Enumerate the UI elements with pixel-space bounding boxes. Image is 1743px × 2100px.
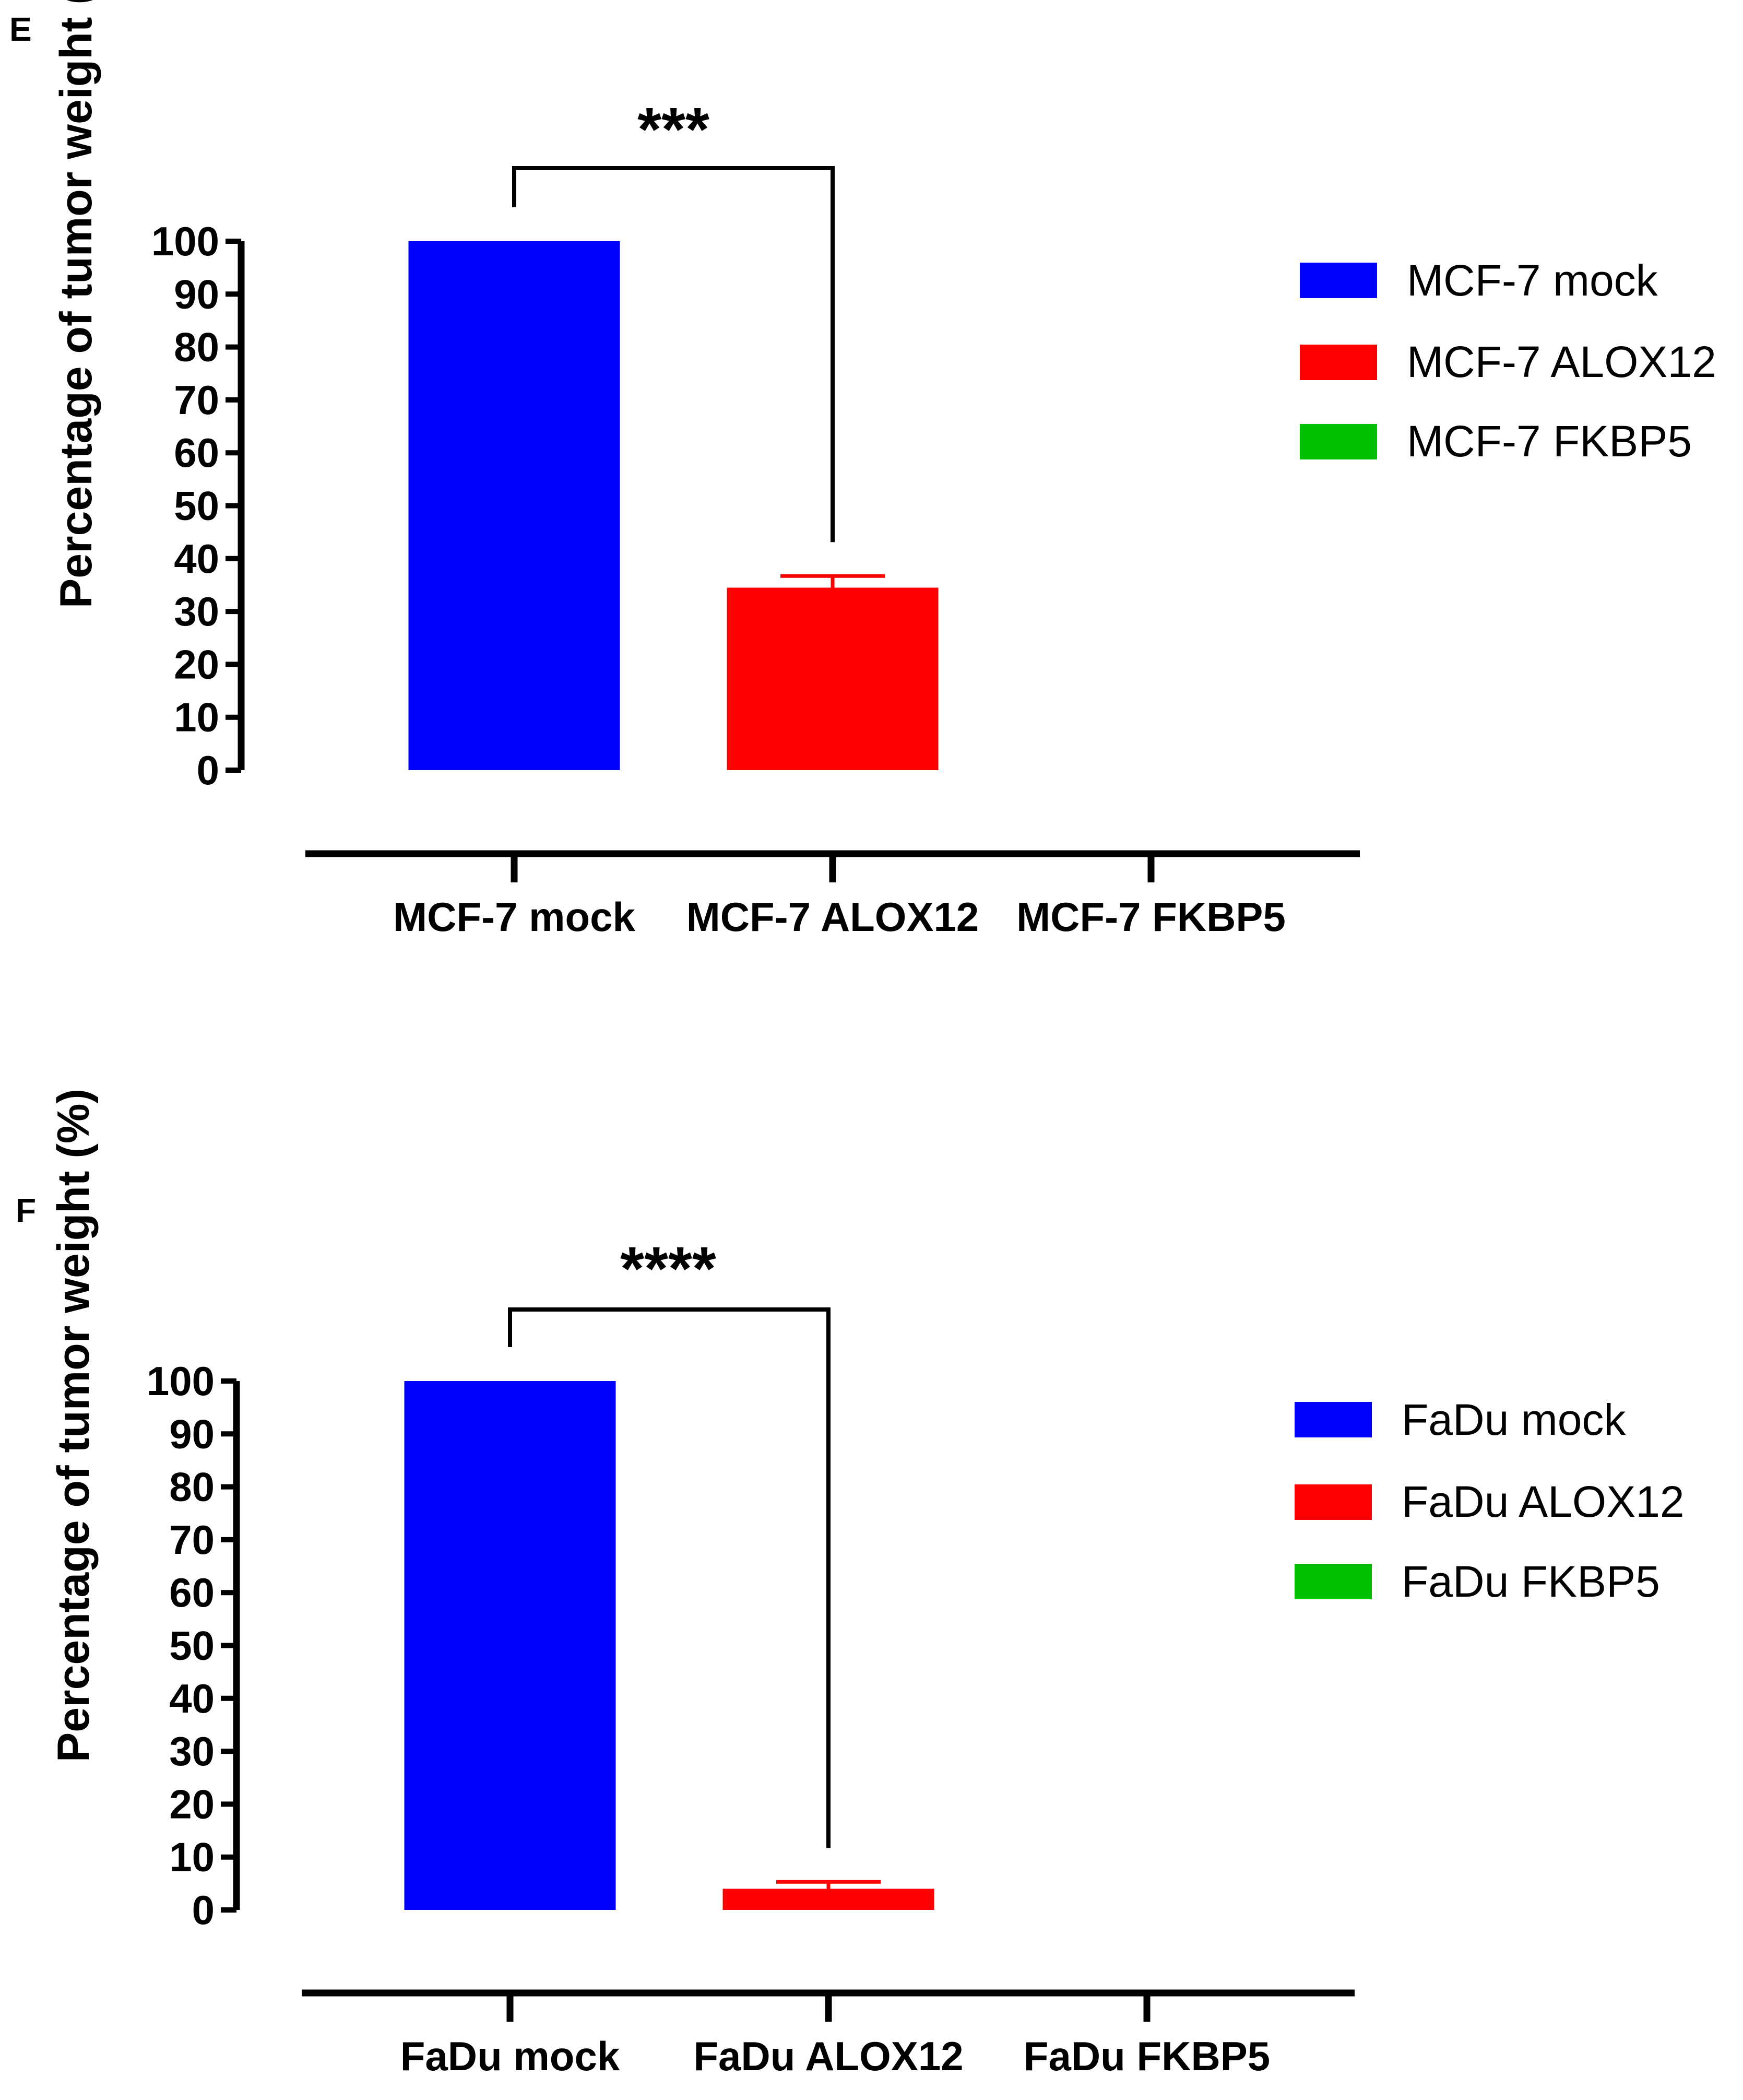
y-tick-label: 50	[169, 1623, 215, 1669]
y-tick-label: 70	[169, 1517, 215, 1563]
panel-label: F	[16, 1191, 36, 1229]
x-tick-label: FaDu FKBP5	[1024, 2033, 1270, 2079]
legend-swatch	[1295, 1564, 1372, 1599]
y-tick-label: 20	[169, 1781, 215, 1827]
chart-panel-f: F Percentage of tumor weight (%) 0 10 20 30…	[16, 1089, 1685, 2079]
legend: FaDu mock FaDu ALOX12 FaDu FKBP5	[1295, 1395, 1685, 1606]
legend-label: FaDu FKBP5	[1402, 1557, 1660, 1606]
bars	[404, 1381, 934, 1910]
bar	[404, 1381, 616, 1910]
x-tick-label: FaDu ALOX12	[693, 2033, 963, 2079]
legend-swatch	[1300, 424, 1377, 459]
y-tick-label: 10	[169, 1834, 215, 1880]
x-axis-ticks	[511, 854, 1155, 882]
y-tick-label: 90	[174, 271, 219, 317]
bar	[722, 1889, 934, 1910]
significance-label: ***	[637, 95, 709, 164]
y-axis-label: Percentage of tumor weight (%)	[51, 0, 101, 608]
legend-label: FaDu ALOX12	[1402, 1477, 1685, 1526]
y-tick-label: 100	[147, 1358, 215, 1404]
significance-line	[508, 1307, 831, 1848]
y-tick-label: 0	[197, 747, 219, 793]
legend: MCF-7 mock MCF-7 ALOX12 MCF-7 FKBP5	[1300, 256, 1716, 466]
legend-swatch	[1295, 1484, 1372, 1520]
y-tick-label: 10	[174, 694, 219, 740]
y-tick-label: 40	[169, 1676, 215, 1721]
bar	[408, 241, 620, 770]
y-tick-label: 30	[169, 1728, 215, 1774]
x-axis-ticks	[506, 1993, 1151, 2022]
bars	[408, 241, 939, 770]
x-tick-label: MCF-7 FKBP5	[1016, 894, 1286, 940]
y-tick-label: 100	[151, 218, 219, 264]
legend-swatch	[1295, 1402, 1372, 1437]
y-tick-label: 70	[174, 377, 219, 423]
y-tick-label: 20	[174, 641, 219, 687]
y-tick-label: 50	[174, 483, 219, 529]
y-tick-label: 80	[174, 324, 219, 370]
bar	[727, 587, 939, 770]
y-tick-label: 80	[169, 1464, 215, 1510]
y-tick-label: 60	[174, 430, 219, 476]
legend-swatch	[1300, 263, 1377, 298]
legend-label: FaDu mock	[1402, 1395, 1626, 1444]
legend-label: MCF-7 mock	[1407, 256, 1658, 305]
y-axis-ticks: 0 10 20 30 40 50 60 70 80 90 100	[147, 1358, 236, 1933]
y-axis-label: Percentage of tumor weight (%)	[49, 1089, 99, 1762]
y-axis-ticks: 0 10 20 30 40 50 60 70 80 90 100	[151, 218, 241, 793]
panel-label: E	[9, 10, 32, 48]
chart-panel-e: E Percentage of tumor weight (%) 0 10 20 30…	[9, 0, 1716, 940]
y-tick-label: 90	[169, 1411, 215, 1457]
x-tick-label: MCF-7 ALOX12	[686, 894, 979, 940]
legend-swatch	[1300, 345, 1377, 380]
x-tick-label: MCF-7 mock	[393, 894, 635, 940]
y-tick-label: 30	[174, 588, 219, 634]
y-tick-label: 0	[192, 1887, 215, 1933]
y-tick-label: 40	[174, 536, 219, 582]
significance-line	[512, 166, 835, 542]
x-tick-label: FaDu mock	[400, 2033, 620, 2079]
significance-label: ****	[620, 1234, 716, 1303]
significance-bracket	[512, 166, 835, 542]
legend-label: MCF-7 FKBP5	[1407, 417, 1692, 466]
y-tick-label: 60	[169, 1570, 215, 1615]
legend-label: MCF-7 ALOX12	[1407, 337, 1716, 386]
significance-bracket	[508, 1307, 831, 1848]
